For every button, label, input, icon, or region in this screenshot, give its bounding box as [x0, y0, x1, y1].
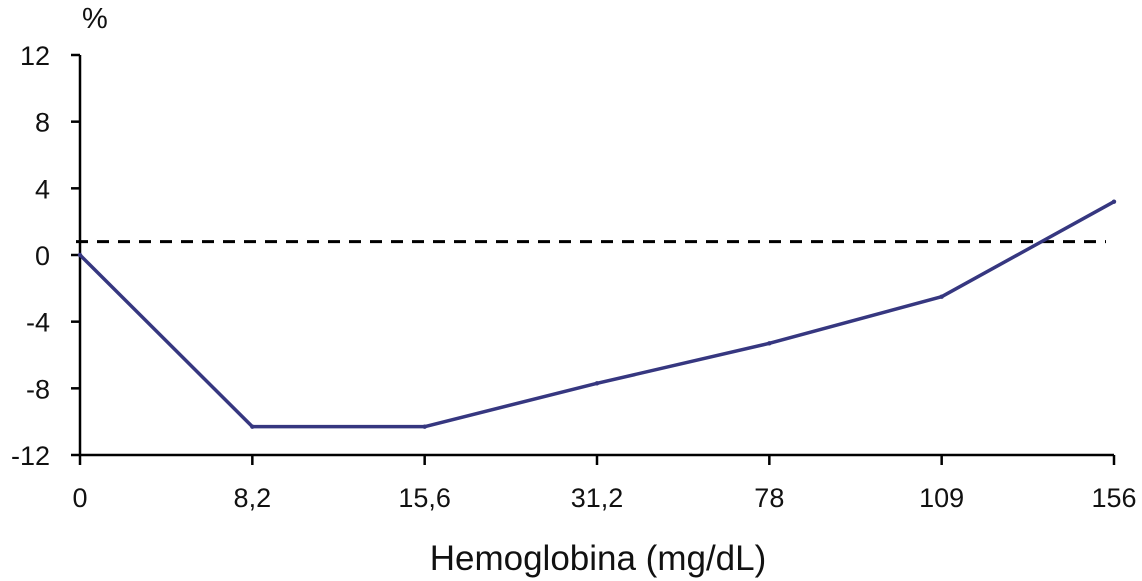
- x-tick-label: 8,2: [234, 483, 272, 513]
- data-point: [767, 341, 772, 346]
- x-axis-ticks: 0 8,2 15,6 31,2 78 109 156: [72, 455, 1137, 513]
- y-unit-label: %: [82, 3, 108, 35]
- y-tick-label: 4: [35, 174, 50, 204]
- x-tick-label: 156: [1091, 483, 1136, 513]
- x-tick-label: 0: [72, 483, 87, 513]
- data-point: [594, 381, 600, 386]
- y-tick-label: -12: [11, 441, 50, 471]
- data-points: [77, 199, 1117, 429]
- y-tick-label: 8: [35, 108, 50, 138]
- x-axis-title: Hemoglobina (mg/dL): [430, 539, 767, 578]
- y-tick-label: -8: [26, 374, 50, 404]
- x-tick-label: 31,2: [571, 483, 624, 513]
- data-point: [1111, 199, 1117, 204]
- x-tick-label: 15,6: [398, 483, 451, 513]
- y-tick-label: 12: [20, 41, 50, 71]
- series-line: [78, 199, 1116, 429]
- x-tick-label: 109: [919, 483, 964, 513]
- x-tick-label: 78: [754, 483, 784, 513]
- data-point: [250, 424, 255, 429]
- data-point: [77, 252, 83, 258]
- data-point: [939, 294, 944, 299]
- y-tick-label: -4: [26, 308, 50, 338]
- y-tick-label: 0: [35, 241, 50, 271]
- y-axis-ticks: 12 8 4 0 -4 -8 -12: [11, 41, 80, 471]
- data-point: [422, 424, 427, 429]
